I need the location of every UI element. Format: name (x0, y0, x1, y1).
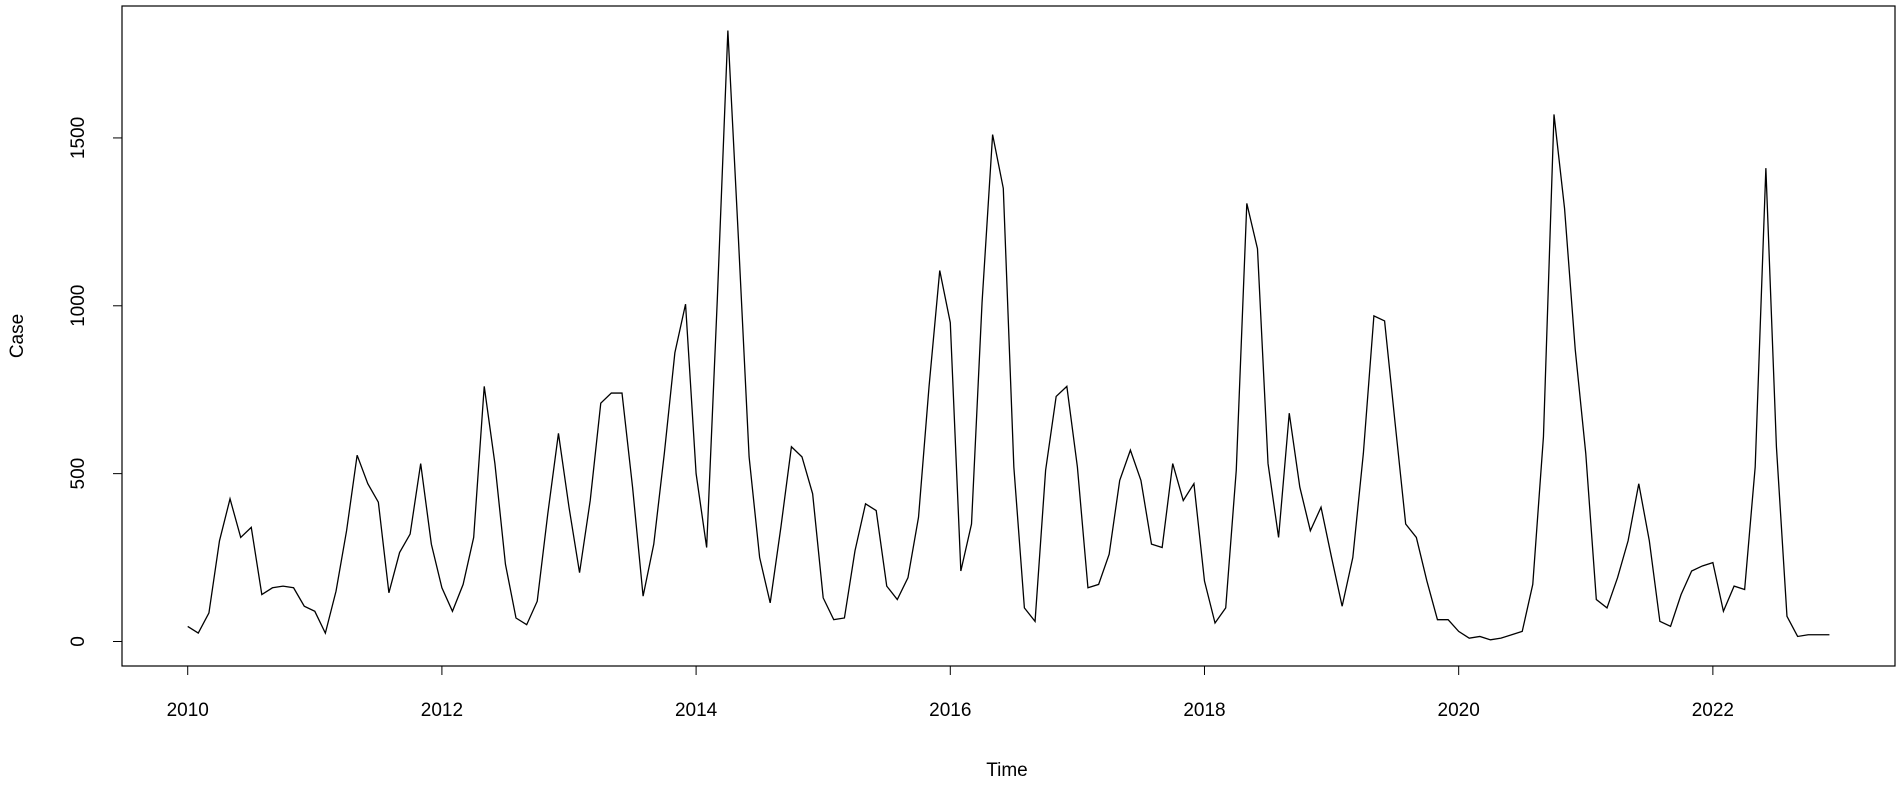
y-tick-label: 500 (68, 458, 89, 490)
series-line (187, 30, 1830, 641)
y-tick-label: 1000 (68, 285, 89, 327)
x-axis-label: Time (986, 760, 1028, 781)
x-tick-label: 2016 (929, 700, 971, 721)
y-tick-label: 1500 (68, 117, 89, 159)
x-tick-label: 2012 (421, 700, 463, 721)
y-axis-label: Case (7, 314, 28, 358)
x-tick-label: 2022 (1692, 700, 1734, 721)
x-tick-label: 2018 (1183, 700, 1225, 721)
x-tick-label: 2014 (675, 700, 718, 721)
y-tick-label: 0 (68, 636, 89, 647)
x-tick-label: 2020 (1438, 700, 1480, 721)
x-tick-label: 2010 (167, 700, 209, 721)
